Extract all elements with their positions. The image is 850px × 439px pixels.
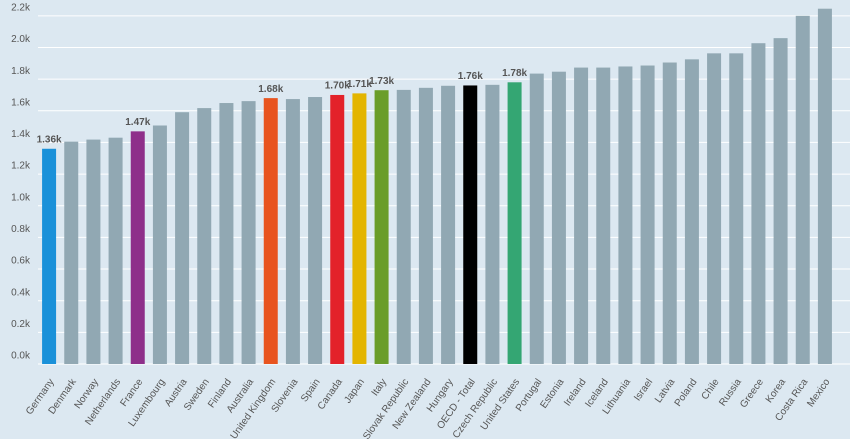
- bar: [352, 93, 367, 365]
- bar: [374, 90, 389, 365]
- value-label: 1.73k: [369, 76, 394, 87]
- y-tick-label: 2.2k: [11, 2, 31, 13]
- bar: [596, 67, 611, 364]
- bar: [308, 97, 323, 364]
- bar: [751, 43, 766, 365]
- y-tick-label: 1.8k: [11, 66, 31, 77]
- value-label: 1.78k: [502, 68, 527, 79]
- bar: [175, 112, 190, 364]
- value-label: 1.71k: [347, 79, 372, 90]
- value-label: 1.68k: [258, 84, 283, 95]
- y-tick-label: 0.0k: [11, 351, 31, 362]
- bar: [263, 98, 278, 365]
- bar: [42, 148, 57, 364]
- bar: [130, 131, 145, 364]
- bar: [817, 8, 832, 365]
- bar: [197, 108, 212, 365]
- value-label: 1.47k: [125, 117, 150, 128]
- y-tick-label: 0.2k: [11, 319, 31, 330]
- bar: [729, 53, 744, 364]
- y-tick-label: 0.8k: [11, 224, 31, 235]
- bar: [86, 139, 101, 364]
- bar: [108, 137, 123, 364]
- y-tick-label: 2.0k: [11, 34, 31, 45]
- bar: [662, 62, 677, 365]
- value-label: 1.36k: [37, 134, 62, 145]
- bar: [285, 99, 300, 365]
- bar: [396, 89, 411, 364]
- bar: [507, 82, 522, 364]
- bar: [574, 67, 589, 364]
- bar: [152, 125, 167, 364]
- bar: [330, 94, 345, 365]
- bar: [529, 73, 544, 364]
- bar: [640, 65, 655, 365]
- bar: [618, 66, 633, 364]
- value-label: 1.70k: [325, 81, 350, 92]
- bar: [219, 103, 234, 364]
- bar: [485, 84, 500, 365]
- y-tick-label: 1.4k: [11, 129, 31, 140]
- bar: [463, 85, 478, 364]
- bar: [64, 141, 79, 364]
- bar: [773, 38, 788, 364]
- bar: [795, 15, 810, 365]
- bar: [684, 59, 699, 364]
- y-tick-label: 1.2k: [11, 161, 31, 172]
- bar: [441, 85, 456, 364]
- bar: [707, 53, 722, 364]
- bar: [241, 101, 256, 364]
- y-tick-label: 0.6k: [11, 256, 31, 267]
- bar: [418, 87, 433, 365]
- bar: [551, 71, 566, 365]
- y-tick-label: 0.4k: [11, 287, 31, 298]
- y-tick-label: 1.0k: [11, 192, 31, 203]
- y-tick-label: 1.6k: [11, 97, 31, 108]
- value-label: 1.76k: [458, 71, 483, 82]
